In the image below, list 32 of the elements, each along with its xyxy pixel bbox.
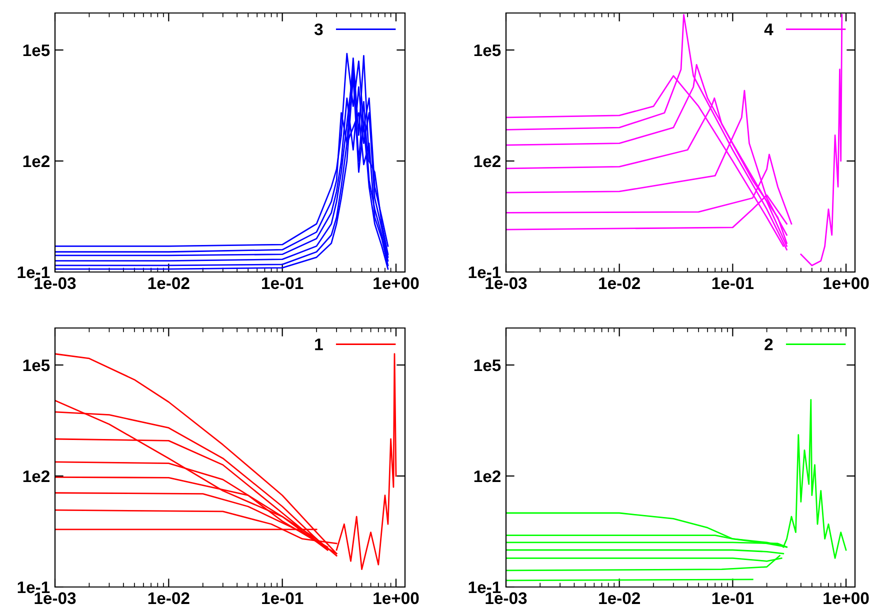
x-tick-label: 1e-01 (712, 592, 754, 604)
y-tick-label: 1e2 (23, 155, 50, 168)
x-tick-label: 1e+00 (374, 592, 419, 604)
legend-label: 2 (764, 338, 773, 350)
x-tick-label: 1e+00 (824, 277, 869, 290)
y-tick-label: 1e-1 (18, 266, 50, 278)
x-tick-label: 1e-03 (486, 277, 527, 290)
y-tick-label: 1e5 (23, 360, 50, 372)
y-tick-label: 1e-1 (468, 266, 501, 278)
x-tick-label: 1e-03 (486, 592, 527, 604)
x-tick-label: 1e-01 (262, 592, 304, 604)
legend-label: 4 (764, 24, 774, 36)
x-tick-label: 1e+00 (824, 592, 869, 604)
y-tick-label: 1e-1 (18, 582, 50, 594)
y-tick-label: 1e5 (474, 44, 501, 56)
y-tick-label: 1e5 (23, 44, 50, 56)
x-tick-label: 1e-01 (712, 277, 754, 290)
x-tick-label: 1e-01 (262, 277, 304, 290)
x-tick-label: 1e-02 (599, 592, 640, 604)
x-tick-label: 1e+00 (374, 277, 419, 290)
x-tick-label: 1e-02 (148, 592, 190, 604)
y-tick-label: 1e-1 (468, 582, 501, 594)
x-tick-label: 1e-02 (599, 277, 640, 290)
y-tick-label: 1e2 (23, 470, 50, 482)
legend-label: 3 (314, 23, 323, 36)
y-tick-label: 1e5 (474, 360, 501, 372)
y-tick-label: 1e2 (474, 155, 500, 168)
legend-label: 1 (315, 338, 323, 350)
y-tick-label: 1e2 (474, 470, 500, 482)
x-tick-label: 1e-02 (148, 277, 190, 290)
x-tick-label: 1e-03 (34, 277, 76, 290)
x-tick-label: 1e-03 (34, 592, 76, 604)
